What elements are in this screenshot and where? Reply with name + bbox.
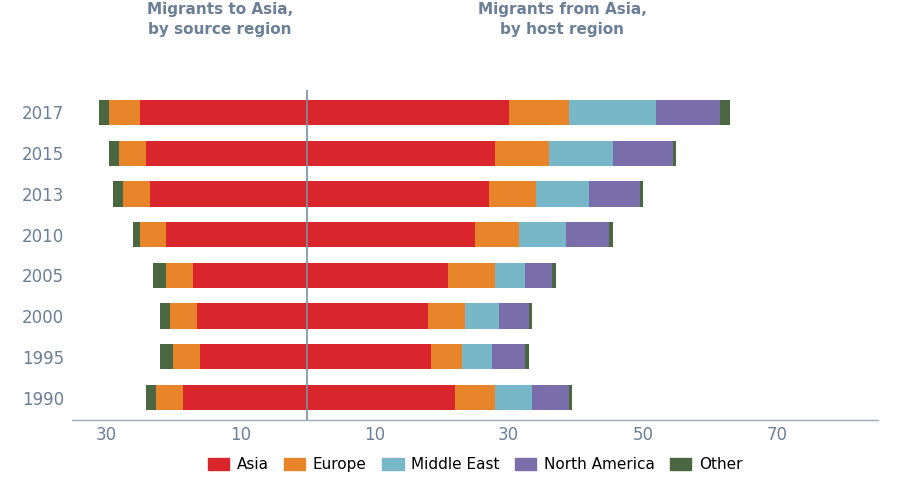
Bar	[147, 140, 308, 166]
Bar	[139, 222, 167, 248]
Bar	[566, 222, 609, 248]
Bar	[526, 262, 552, 288]
Bar	[549, 140, 613, 166]
Bar	[495, 262, 526, 288]
Bar	[183, 385, 308, 410]
Legend: Asia, Europe, Middle East, North America, Other: Asia, Europe, Middle East, North America…	[202, 451, 748, 478]
Bar	[157, 385, 183, 410]
Bar	[519, 222, 566, 248]
Bar	[462, 344, 492, 370]
Bar	[194, 262, 308, 288]
Bar	[112, 182, 123, 206]
Bar	[308, 182, 489, 206]
Bar	[720, 100, 730, 125]
Bar	[119, 140, 147, 166]
Bar	[123, 182, 149, 206]
Bar	[308, 344, 432, 370]
Bar	[170, 304, 196, 328]
Bar	[139, 100, 308, 125]
Bar	[173, 344, 200, 370]
Bar	[489, 182, 536, 206]
Bar	[428, 304, 465, 328]
Bar	[308, 100, 509, 125]
Bar	[153, 262, 167, 288]
Bar	[167, 222, 308, 248]
Bar	[133, 222, 139, 248]
Bar	[529, 304, 532, 328]
Text: Migrants from Asia,
by host region: Migrants from Asia, by host region	[478, 2, 647, 37]
Bar	[308, 222, 475, 248]
Bar	[159, 344, 173, 370]
Bar	[569, 100, 656, 125]
Bar	[509, 100, 569, 125]
Bar	[589, 182, 640, 206]
Bar	[492, 344, 526, 370]
Bar	[526, 344, 529, 370]
Bar	[308, 140, 495, 166]
Bar	[432, 344, 462, 370]
Bar	[465, 304, 499, 328]
Bar	[475, 222, 519, 248]
Text: Migrants to Asia,
by source region: Migrants to Asia, by source region	[147, 2, 293, 37]
Bar	[613, 140, 673, 166]
Bar	[167, 262, 194, 288]
Bar	[532, 385, 569, 410]
Bar	[308, 304, 428, 328]
Bar	[455, 385, 495, 410]
Bar	[640, 182, 643, 206]
Bar	[308, 262, 448, 288]
Bar	[100, 100, 110, 125]
Bar	[569, 385, 573, 410]
Bar	[673, 140, 677, 166]
Bar	[159, 304, 170, 328]
Bar	[495, 385, 532, 410]
Bar	[536, 182, 589, 206]
Bar	[196, 304, 308, 328]
Bar	[552, 262, 556, 288]
Bar	[656, 100, 720, 125]
Bar	[308, 385, 455, 410]
Bar	[147, 385, 157, 410]
Bar	[110, 100, 139, 125]
Bar	[200, 344, 308, 370]
Bar	[448, 262, 495, 288]
Bar	[149, 182, 308, 206]
Bar	[609, 222, 613, 248]
Bar	[110, 140, 119, 166]
Bar	[495, 140, 549, 166]
Bar	[499, 304, 529, 328]
